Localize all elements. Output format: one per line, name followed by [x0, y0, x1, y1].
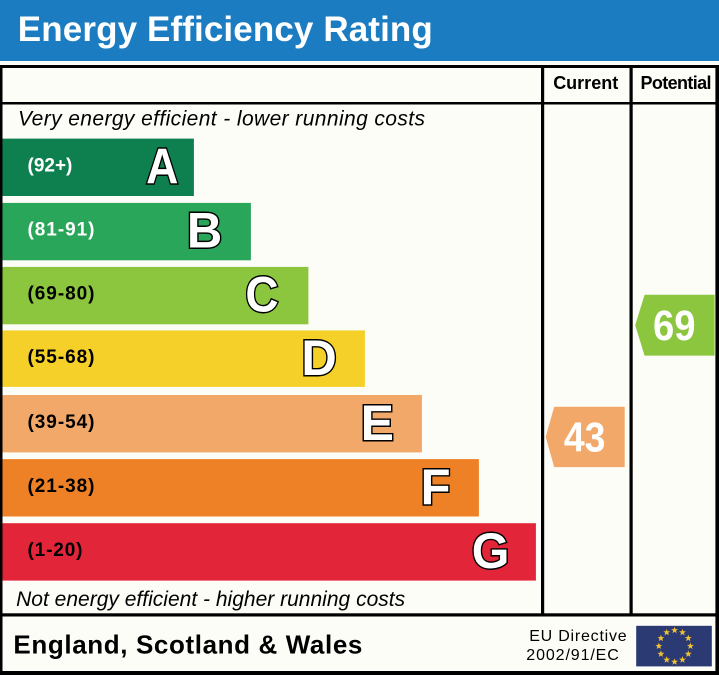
svg-text:2002/91/EC: 2002/91/EC — [526, 647, 619, 664]
svg-text:Not energy efficient - higher: Not energy efficient - higher running co… — [16, 588, 406, 611]
svg-text:(21-38): (21-38) — [28, 476, 95, 497]
svg-text:England, Scotland & Wales: England, Scotland & Wales — [13, 629, 362, 659]
svg-text:F: F — [421, 458, 451, 515]
svg-text:(39-54): (39-54) — [28, 412, 95, 433]
svg-text:D: D — [301, 330, 336, 387]
svg-text:(55-68): (55-68) — [28, 347, 95, 368]
svg-text:Energy Efficiency Rating: Energy Efficiency Rating — [18, 10, 433, 49]
svg-text:Very energy efficient - lower: Very energy efficient - lower running co… — [18, 107, 426, 130]
svg-text:E: E — [361, 395, 394, 451]
svg-text:B: B — [187, 202, 222, 259]
svg-text:EU Directive: EU Directive — [529, 628, 627, 645]
svg-text:69: 69 — [653, 301, 696, 349]
svg-text:(1-20): (1-20) — [28, 540, 83, 561]
svg-text:(81-91): (81-91) — [28, 220, 95, 241]
svg-text:A: A — [146, 139, 178, 195]
svg-text:Potential: Potential — [641, 73, 712, 93]
svg-text:(69-80): (69-80) — [28, 284, 95, 305]
svg-text:(92+): (92+) — [28, 155, 73, 176]
svg-text:C: C — [245, 267, 278, 323]
svg-text:Current: Current — [553, 73, 618, 93]
svg-text:43: 43 — [564, 414, 606, 460]
svg-text:G: G — [472, 523, 510, 579]
